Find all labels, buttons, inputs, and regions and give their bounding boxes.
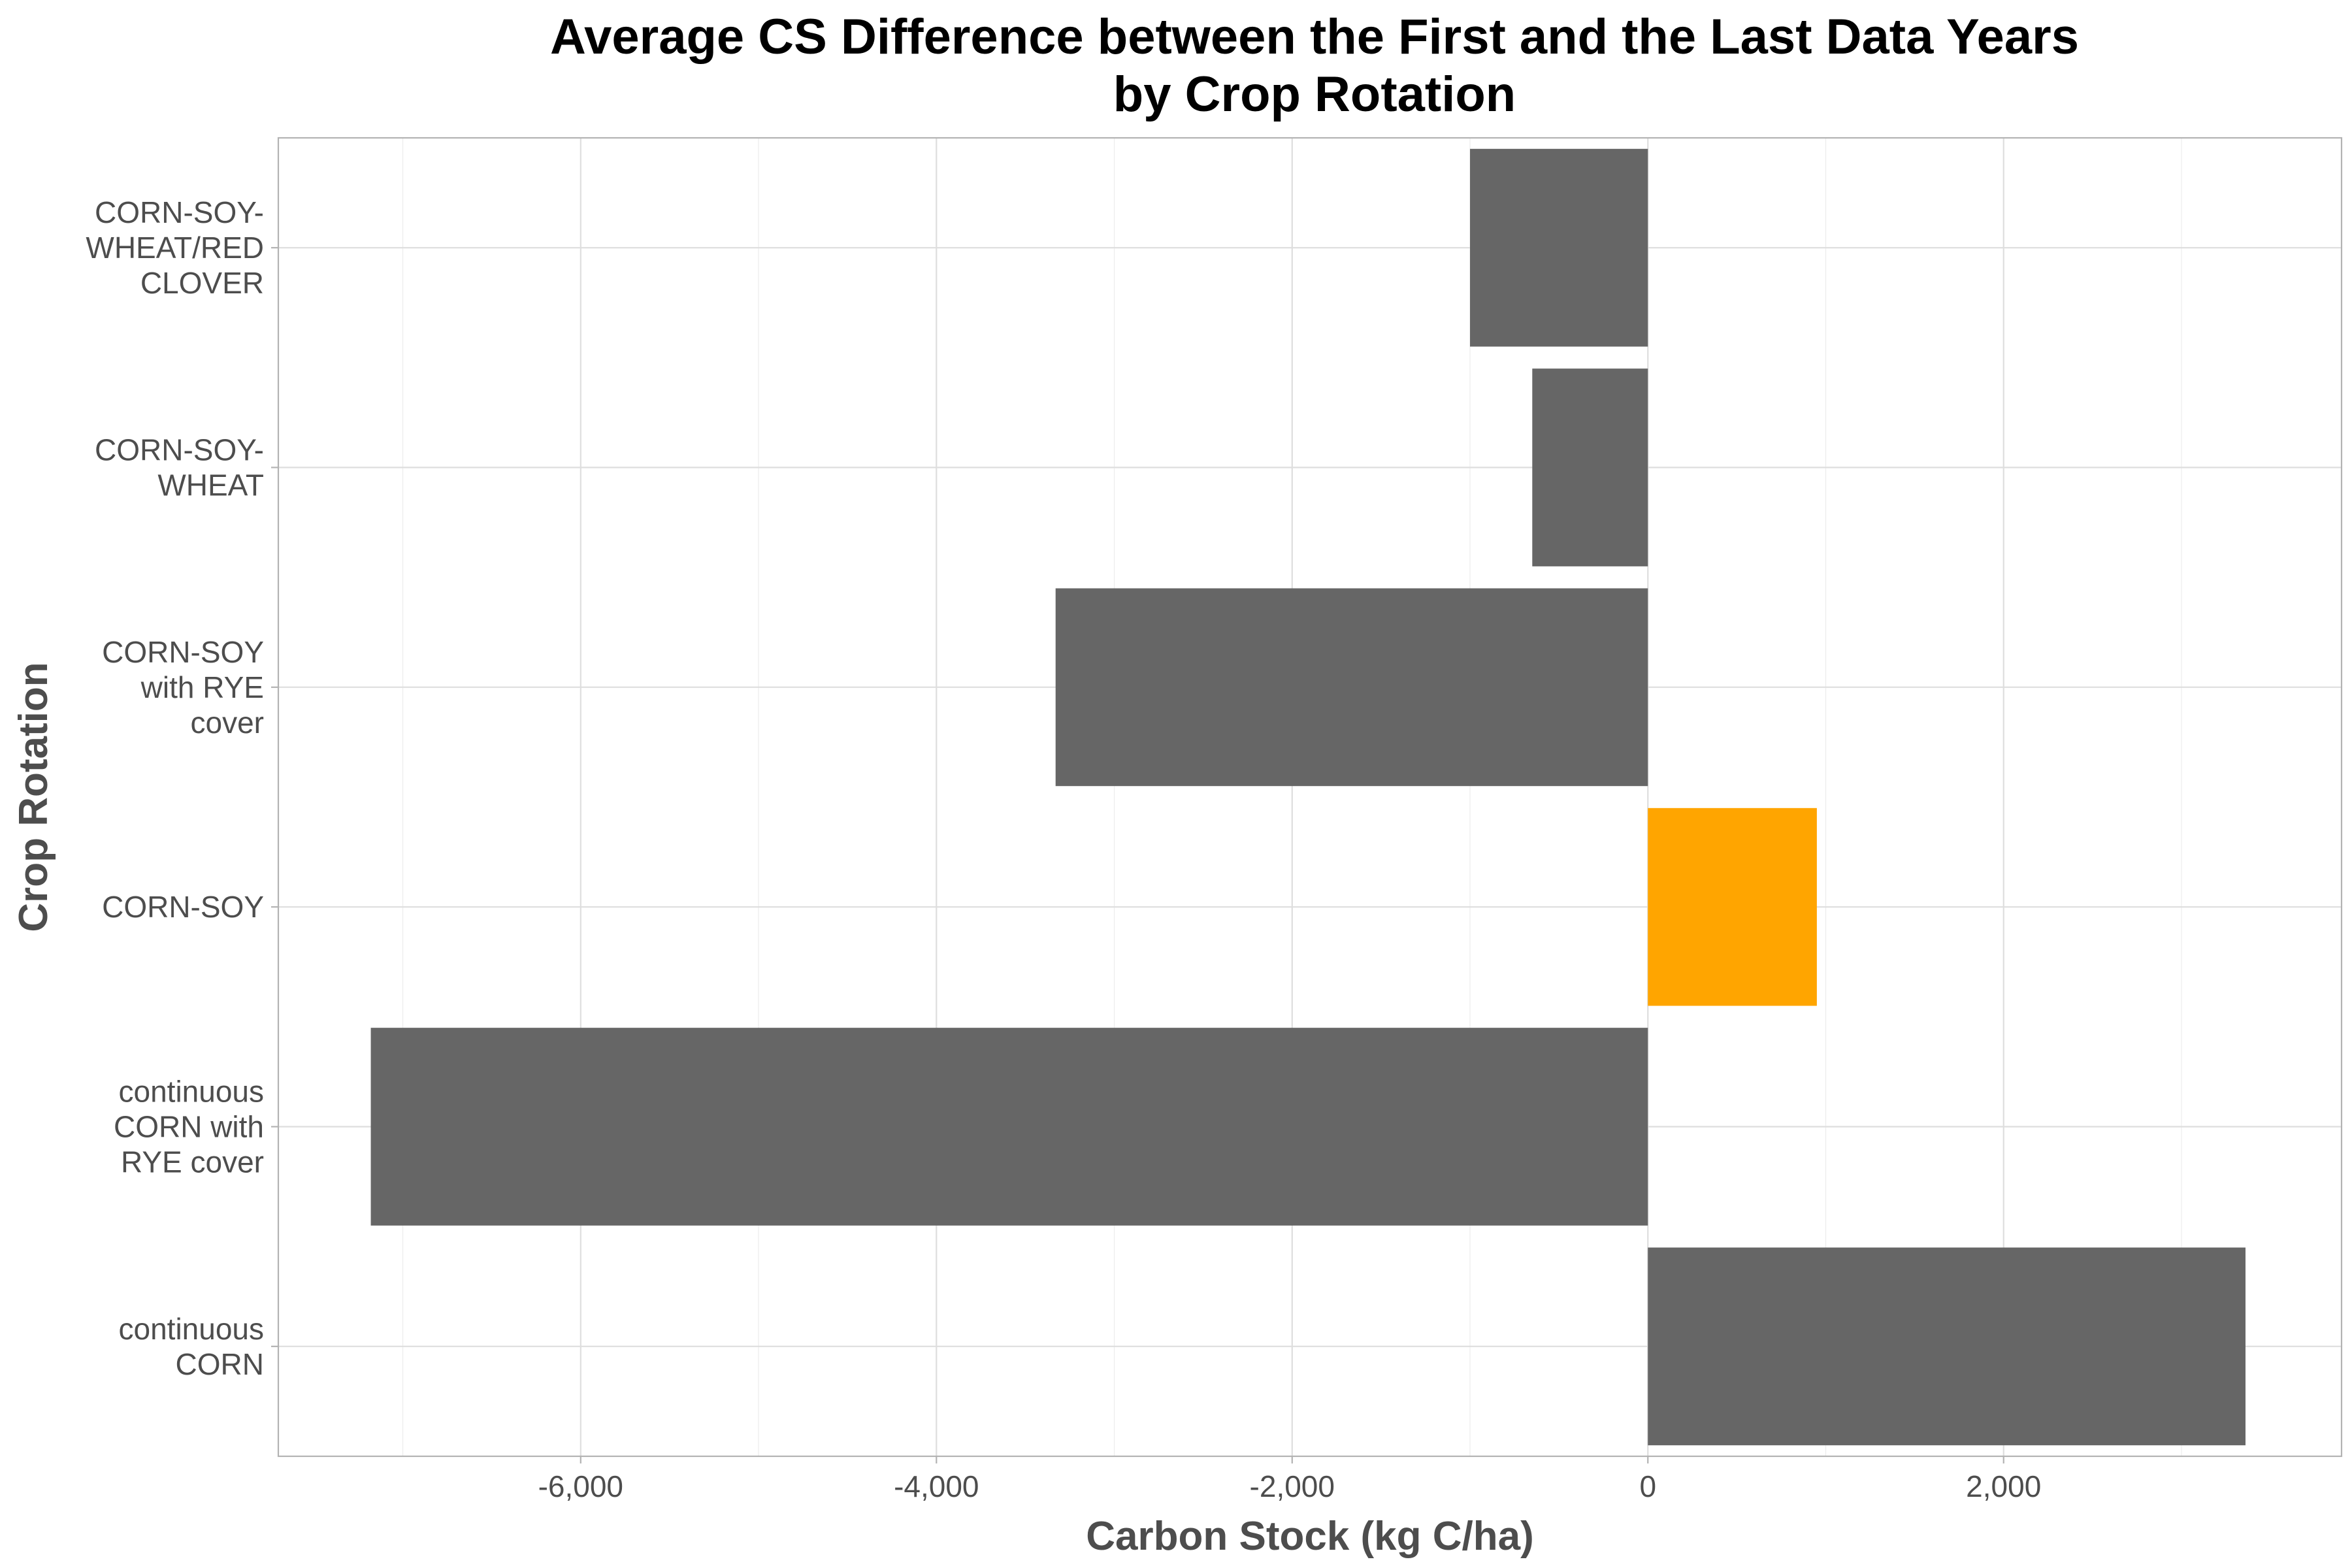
x-axis-title: Carbon Stock (kg C/ha) bbox=[1086, 1514, 1534, 1559]
y-tick-label-line: CLOVER bbox=[140, 266, 264, 300]
bar-corn-soy-wheat-red-clover bbox=[1470, 148, 1648, 347]
labels-layer: -6,000 -4,000 -2,000 0 2,000CORN-SOY-WHEAT/R… bbox=[86, 195, 2041, 1503]
y-axis-title: Crop Rotation bbox=[11, 662, 56, 932]
y-tick-label: CORN-SOY-WHEAT/RED CLOVER bbox=[86, 195, 264, 300]
bar-continuous-corn-with-rye-cover bbox=[370, 1028, 1648, 1226]
y-tick-label: CORN-SOY with RYE cover bbox=[102, 635, 264, 740]
bar-corn-soy bbox=[1648, 808, 1817, 1006]
x-tick-label: -2,000 bbox=[1250, 1469, 1335, 1503]
ticks-layer bbox=[271, 247, 2004, 1463]
x-tick-label: 0 bbox=[1639, 1469, 1656, 1503]
y-tick-label-line: CORN-SOY- bbox=[95, 195, 264, 229]
y-tick-label: continuous CORN bbox=[119, 1312, 265, 1381]
y-tick-label: continuous CORN with RYE cover bbox=[114, 1075, 264, 1179]
chart-title-line-1: Average CS Difference between the First … bbox=[550, 9, 2079, 65]
y-tick-label-line: with RYE bbox=[140, 670, 264, 704]
y-tick-label-line: CORN with bbox=[114, 1110, 264, 1144]
bar-corn-soy-with-rye-cover bbox=[1055, 588, 1648, 787]
y-tick-label-line: RYE cover bbox=[121, 1145, 264, 1179]
x-tick-label: -4,000 bbox=[894, 1469, 979, 1503]
y-tick-label-line: CORN-SOY bbox=[102, 635, 264, 669]
plot-panel-border bbox=[277, 137, 2343, 1458]
y-tick-label-line: WHEAT/RED bbox=[86, 231, 264, 265]
y-tick-label-line: continuous bbox=[119, 1312, 265, 1346]
x-tick-label: -6,000 bbox=[538, 1469, 623, 1503]
bar-continuous-corn bbox=[1648, 1247, 2246, 1446]
y-tick-label-line: CORN bbox=[176, 1347, 264, 1381]
y-tick-label-line: cover bbox=[191, 706, 264, 740]
bars-layer bbox=[370, 148, 2246, 1446]
y-tick-label-line: CORN-SOY- bbox=[95, 433, 264, 467]
y-tick-label: CORN-SOY bbox=[102, 890, 264, 924]
x-tick-label: 2,000 bbox=[1966, 1469, 2041, 1503]
y-tick-label-line: continuous bbox=[119, 1075, 265, 1109]
bar-corn-soy-wheat bbox=[1532, 368, 1648, 566]
chart-title-line-2: by Crop Rotation bbox=[1113, 67, 1516, 122]
y-tick-label: CORN-SOY-WHEAT bbox=[95, 433, 264, 502]
y-tick-label-line: CORN-SOY bbox=[102, 890, 264, 924]
y-tick-label-line: WHEAT bbox=[157, 468, 264, 502]
